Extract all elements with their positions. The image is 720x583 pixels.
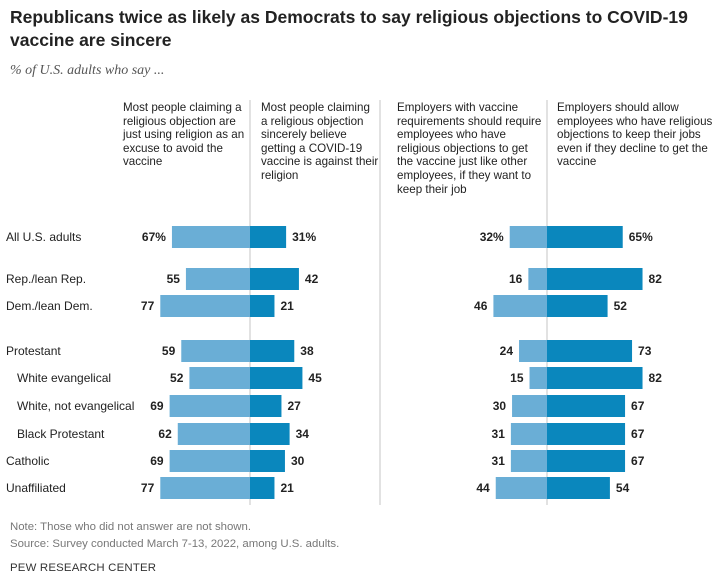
bar-panel1-left-white-not-evangelical: [169, 395, 250, 417]
bar-panel1-left-catholic: [169, 450, 250, 472]
category-label-white-evangelical: White evangelical: [17, 371, 111, 385]
value-label-panel1-left-all-u-s-adults: 67%: [142, 230, 166, 244]
bar-panel1-left-protestant: [181, 340, 250, 362]
bar-panel2-right-dem-lean-dem: [547, 295, 608, 317]
value-label-panel2-left-white-not-evangelical: 30: [493, 399, 507, 413]
bar-panel2-right-catholic: [547, 450, 626, 472]
bar-panel2-left-white-evangelical: [529, 367, 547, 389]
value-label-panel2-left-white-evangelical: 15: [510, 371, 524, 385]
bar-panel1-right-dem-lean-dem: [250, 295, 275, 317]
chart-source: Source: Survey conducted March 7-13, 202…: [10, 538, 340, 550]
value-label-panel1-left-protestant: 59: [162, 344, 176, 358]
value-label-panel1-right-dem-lean-dem: 21: [280, 299, 294, 313]
column-header-require-vaccine: Employers with vaccine requirements shou…: [397, 101, 542, 196]
value-label-panel2-left-dem-lean-dem: 46: [474, 299, 488, 313]
bar-panel1-right-white-evangelical: [250, 367, 303, 389]
bar-panel1-left-unaffiliated: [160, 477, 250, 499]
bar-panel1-right-protestant: [250, 340, 295, 362]
column-header-sincere: Most people claiming a religious objecti…: [261, 101, 379, 182]
bar-panel1-right-black-protestant: [250, 423, 290, 445]
value-label-panel2-right-protestant: 73: [638, 344, 652, 358]
bar-panel2-left-black-protestant: [510, 423, 547, 445]
category-label-unaffiliated: Unaffiliated: [6, 481, 66, 495]
chart-subtitle: % of U.S. adults who say ...: [10, 63, 165, 78]
bar-panel1-right-white-not-evangelical: [250, 395, 282, 417]
column-header-excuse: Most people claiming a religious objecti…: [123, 101, 245, 169]
bar-panel2-left-white-not-evangelical: [512, 395, 547, 417]
bar-panel1-right-all-u-s-adults: [250, 226, 287, 248]
chart-title: Republicans twice as likely as Democrats…: [10, 7, 688, 50]
bar-panel2-right-all-u-s-adults: [547, 226, 623, 248]
value-label-panel1-left-rep-lean-rep: 55: [167, 272, 181, 286]
value-label-panel2-left-rep-lean-rep: 16: [509, 272, 523, 286]
value-label-panel1-right-white-evangelical: 45: [308, 371, 322, 385]
value-label-panel1-left-white-not-evangelical: 69: [150, 399, 164, 413]
value-label-panel2-right-white-not-evangelical: 67: [631, 399, 645, 413]
value-label-panel1-left-dem-lean-dem: 77: [141, 299, 155, 313]
value-label-panel2-left-catholic: 31: [492, 454, 506, 468]
value-label-panel2-left-unaffiliated: 44: [476, 481, 490, 495]
value-label-panel1-right-white-not-evangelical: 27: [287, 399, 301, 413]
value-label-panel2-left-black-protestant: 31: [492, 427, 506, 441]
bar-panel2-right-white-not-evangelical: [547, 395, 626, 417]
value-label-panel1-right-unaffiliated: 21: [280, 481, 294, 495]
pew-footer-logo-text: PEW RESEARCH CENTER: [10, 562, 157, 574]
value-label-panel1-right-protestant: 38: [300, 344, 314, 358]
chart-note: Note: Those who did not answer are not s…: [10, 521, 252, 533]
value-label-panel2-right-all-u-s-adults: 65%: [629, 230, 653, 244]
value-label-panel1-right-all-u-s-adults: 31%: [292, 230, 316, 244]
value-label-panel2-right-catholic: 67: [631, 454, 645, 468]
value-label-panel2-right-unaffiliated: 54: [616, 481, 630, 495]
bar-panel1-right-unaffiliated: [250, 477, 275, 499]
bar-panel1-right-catholic: [250, 450, 285, 472]
value-label-panel2-right-rep-lean-rep: 82: [649, 272, 663, 286]
category-label-black-protestant: Black Protestant: [17, 427, 105, 441]
bar-panel1-left-rep-lean-rep: [185, 268, 250, 290]
value-label-panel1-left-catholic: 69: [150, 454, 164, 468]
category-label-dem-lean-dem: Dem./lean Dem.: [6, 299, 93, 313]
column-header-allow-jobs: Employers should allow employees who hav…: [557, 101, 713, 169]
value-label-panel2-right-black-protestant: 67: [631, 427, 645, 441]
bar-panel2-left-unaffiliated: [495, 477, 547, 499]
bar-panel2-left-catholic: [510, 450, 547, 472]
category-label-protestant: Protestant: [6, 344, 61, 358]
bar-panel2-right-unaffiliated: [547, 477, 610, 499]
bar-panel1-left-white-evangelical: [189, 367, 250, 389]
bar-panel1-left-all-u-s-adults: [171, 226, 250, 248]
value-label-panel1-right-rep-lean-rep: 42: [305, 272, 319, 286]
value-label-panel1-right-catholic: 30: [291, 454, 305, 468]
bar-panel2-right-white-evangelical: [547, 367, 643, 389]
value-label-panel1-left-black-protestant: 62: [158, 427, 172, 441]
bar-panel2-left-protestant: [519, 340, 547, 362]
value-label-panel2-left-protestant: 24: [500, 344, 514, 358]
bar-panel1-left-black-protestant: [177, 423, 250, 445]
value-label-panel2-left-all-u-s-adults: 32%: [480, 230, 504, 244]
category-label-all-u-s-adults: All U.S. adults: [6, 230, 81, 244]
category-label-white-not-evangelical: White, not evangelical: [17, 399, 134, 413]
category-label-rep-lean-rep: Rep./lean Rep.: [6, 272, 86, 286]
bar-panel2-right-black-protestant: [547, 423, 626, 445]
bar-panel2-left-rep-lean-rep: [528, 268, 547, 290]
bar-panel2-left-dem-lean-dem: [493, 295, 547, 317]
value-label-panel1-left-white-evangelical: 52: [170, 371, 184, 385]
category-label-catholic: Catholic: [6, 454, 49, 468]
value-label-panel2-right-dem-lean-dem: 52: [614, 299, 628, 313]
value-label-panel2-right-white-evangelical: 82: [649, 371, 663, 385]
value-label-panel1-right-black-protestant: 34: [296, 427, 310, 441]
bar-panel1-left-dem-lean-dem: [160, 295, 250, 317]
bar-panel2-right-rep-lean-rep: [547, 268, 643, 290]
value-label-panel1-left-unaffiliated: 77: [141, 481, 155, 495]
bar-panel1-right-rep-lean-rep: [250, 268, 299, 290]
bar-panel2-left-all-u-s-adults: [509, 226, 547, 248]
bar-panel2-right-protestant: [547, 340, 633, 362]
